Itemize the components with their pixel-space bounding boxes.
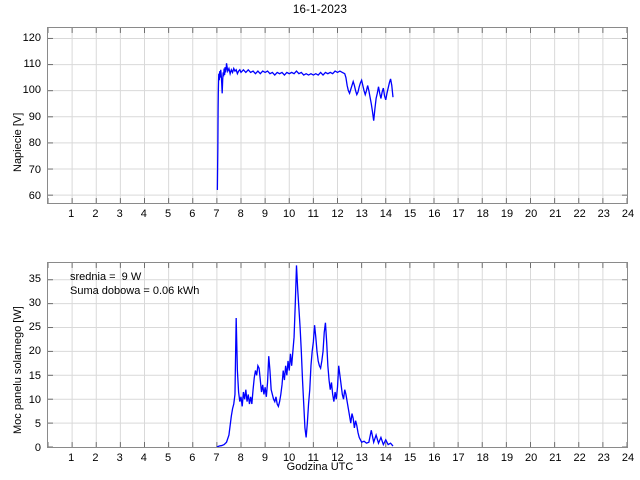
- power-x-tick-label: 24: [621, 452, 635, 464]
- power-x-tick-label: 23: [597, 452, 610, 464]
- voltage-x-tick-label: 11: [307, 208, 319, 220]
- power-x-axis-label: Godzina UTC: [286, 461, 354, 473]
- power-y-tick-label: 25: [28, 321, 41, 334]
- power-x-tick-label: 12: [331, 452, 344, 464]
- power-x-tick-label: 17: [452, 452, 465, 464]
- power-plot-area: [48, 263, 627, 447]
- power-x-tick-label: 2: [92, 452, 99, 464]
- power-x-tick-label: 22: [573, 452, 586, 464]
- voltage-x-tick-label: 17: [452, 208, 465, 220]
- power-axes: [47, 262, 628, 448]
- power-y-tick-label: 35: [28, 272, 41, 285]
- power-y-tick-label: 20: [28, 345, 41, 358]
- power-y-tick-label: 15: [28, 369, 41, 382]
- power-x-tick-label: 10: [282, 452, 296, 464]
- power-x-tick-label: 13: [355, 452, 368, 464]
- power-x-tick-label: 21: [549, 452, 562, 464]
- power-x-tick-label: 16: [428, 452, 441, 464]
- voltage-y-tick-label: 60: [28, 190, 41, 203]
- voltage-x-tick-label: 7: [213, 208, 220, 220]
- voltage-y-tick-label: 100: [22, 84, 41, 97]
- voltage-x-tick-label: 3: [116, 208, 123, 220]
- voltage-plot-area: [48, 28, 627, 203]
- voltage-x-tick-label: 20: [525, 208, 538, 220]
- voltage-x-tick-label: 10: [282, 208, 296, 220]
- voltage-x-tick-label: 16: [428, 208, 441, 220]
- power-x-tick-label: 19: [500, 452, 514, 464]
- voltage-y-tick-label: 70: [28, 163, 41, 176]
- power-x-tick-label: 5: [164, 452, 172, 464]
- voltage-x-tick-label: 8: [237, 208, 244, 220]
- voltage-axes: [47, 27, 628, 204]
- power-x-tick-label: 18: [476, 452, 489, 464]
- voltage-x-tick-label: 24: [621, 208, 635, 220]
- power-x-tick-label: 15: [404, 452, 417, 464]
- power-x-tick-label: 7: [213, 452, 220, 464]
- power-x-tick-label: 4: [140, 452, 147, 464]
- power-series-line: [217, 265, 393, 447]
- voltage-x-tick-label: 18: [476, 208, 489, 220]
- voltage-x-tick-label: 22: [573, 208, 586, 220]
- voltage-x-tick-label: 6: [189, 208, 196, 220]
- voltage-x-tick-label: 13: [355, 208, 368, 220]
- voltage-x-tick-label: 15: [404, 208, 417, 220]
- daily-sum-annotation: Suma dobowa = 0.06 kWh: [70, 285, 200, 297]
- voltage-y-tick-label: 90: [28, 110, 41, 123]
- voltage-x-tick-label: 21: [549, 208, 562, 220]
- voltage-series-line: [217, 63, 393, 190]
- power-x-tick-label: 8: [237, 452, 244, 464]
- power-x-tick-label: 20: [525, 452, 538, 464]
- voltage-x-tick-label: 2: [92, 208, 99, 220]
- power-y-tick-label: 10: [28, 393, 41, 406]
- voltage-x-tick-label: 5: [164, 208, 172, 220]
- voltage-y-tick-label: 80: [28, 137, 41, 150]
- voltage-x-tick-label: 19: [500, 208, 514, 220]
- mean-power-annotation: srednia = 9 W: [70, 271, 142, 283]
- voltage-x-tick-label: 4: [140, 208, 147, 220]
- voltage-x-tick-label: 14: [379, 208, 393, 220]
- voltage-x-tick-label: 9: [261, 208, 268, 220]
- power-y-tick-label: 30: [28, 297, 41, 310]
- power-x-tick-label: 6: [189, 452, 196, 464]
- power-x-tick-label: 3: [116, 452, 123, 464]
- voltage-x-tick-label: 23: [597, 208, 610, 220]
- power-x-tick-label: 1: [68, 452, 75, 464]
- voltage-y-tick-label: 110: [23, 57, 41, 70]
- voltage-y-tick-label: 120: [22, 31, 41, 44]
- power-y-tick-label: 5: [34, 417, 41, 430]
- figure-title: 16-1-2023: [292, 4, 348, 16]
- power-x-tick-label: 11: [307, 452, 319, 464]
- voltage-x-tick-label: 12: [331, 208, 344, 220]
- power-y-tick-label: 0: [34, 442, 41, 454]
- power-x-tick-label: 14: [379, 452, 393, 464]
- voltage-x-tick-label: 1: [68, 208, 75, 220]
- power-x-tick-label: 9: [261, 452, 268, 464]
